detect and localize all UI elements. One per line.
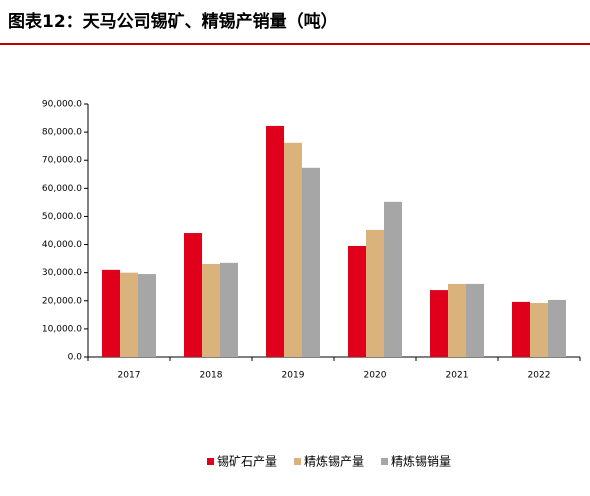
x-tick-label: 2017	[118, 371, 141, 381]
bar	[138, 274, 156, 357]
bar	[348, 245, 366, 357]
y-tick-label: 50,000.0	[42, 212, 82, 222]
y-tick-label: 40,000.0	[42, 240, 82, 250]
y-tick-label: 80,000.0	[42, 128, 82, 138]
bar	[202, 263, 220, 357]
bar	[466, 283, 484, 357]
x-tick-label: 2019	[282, 371, 305, 381]
y-tick-label: 0.0	[68, 353, 83, 363]
bar	[448, 283, 466, 357]
legend-swatch	[294, 458, 301, 465]
bar	[184, 233, 202, 357]
legend-swatch	[381, 458, 388, 465]
y-tick-label: 90,000.0	[42, 100, 82, 110]
y-tick-label: 70,000.0	[42, 156, 82, 166]
x-tick-label: 2022	[528, 371, 551, 381]
legend-text: 精炼锡销量	[391, 454, 451, 469]
bar	[530, 303, 548, 357]
bar	[548, 299, 566, 357]
bar	[430, 290, 448, 357]
chart-title: 图表12：天马公司锡矿、精锡产销量（吨）	[8, 11, 338, 32]
legend-text: 锡矿石产量	[217, 454, 277, 469]
x-tick-label: 2021	[446, 371, 469, 381]
y-tick-label: 20,000.0	[42, 296, 82, 306]
legend-swatch	[207, 458, 214, 465]
bar	[120, 272, 138, 357]
x-tick-label: 2018	[200, 371, 223, 381]
y-tick-label: 10,000.0	[42, 324, 82, 334]
bar	[266, 125, 284, 357]
legend-text: 精炼锡产量	[304, 454, 364, 469]
bar	[284, 142, 302, 357]
bar	[220, 262, 238, 357]
bar	[366, 229, 384, 357]
x-tick-label: 2020	[364, 371, 387, 381]
bar	[512, 301, 530, 357]
y-tick-label: 30,000.0	[42, 268, 82, 278]
bar	[384, 201, 402, 357]
y-tick-label: 60,000.0	[42, 184, 82, 194]
bar	[102, 269, 120, 357]
bar	[302, 167, 320, 357]
